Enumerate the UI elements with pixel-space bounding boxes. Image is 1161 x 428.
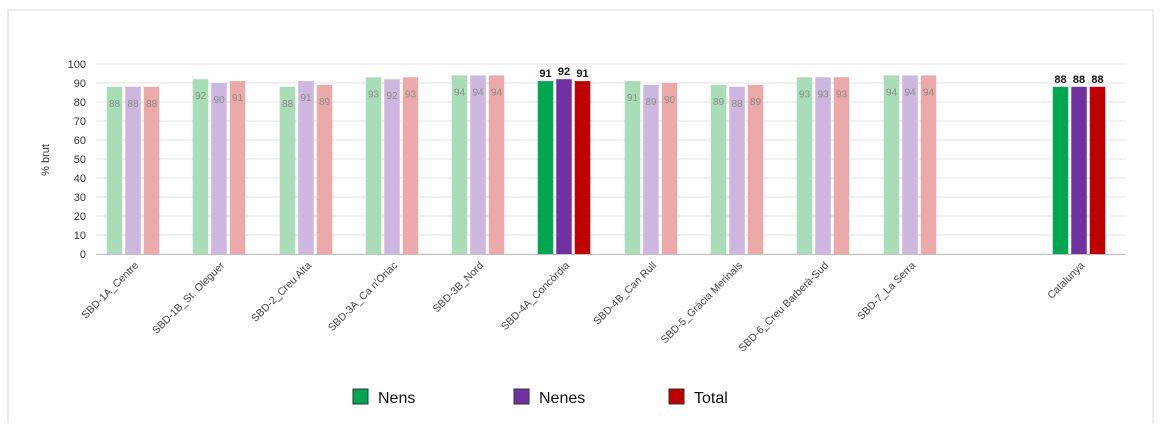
bar-nens bbox=[106, 86, 123, 254]
y-tick-label: 0 bbox=[80, 249, 86, 261]
bar-nens bbox=[710, 84, 727, 255]
data-labels: 88 88 88 92 90 91 88 91 89 93 92 93 94 94 94 91 92 91 91 89… bbox=[109, 66, 1104, 110]
bar-nens bbox=[1052, 86, 1069, 254]
bar-nenes bbox=[470, 75, 486, 255]
bar-nenes bbox=[729, 86, 745, 254]
y-tick-label: 60 bbox=[74, 135, 86, 147]
data-label: 92 bbox=[386, 91, 398, 102]
bar-total bbox=[661, 83, 678, 254]
data-label: 94 bbox=[454, 87, 466, 98]
bar-nenes bbox=[298, 81, 314, 254]
bar-nenes bbox=[125, 86, 141, 254]
y-tick-label: 100 bbox=[68, 59, 86, 71]
legend-swatch bbox=[352, 388, 369, 405]
data-label: 92 bbox=[195, 91, 207, 102]
data-label: 91 bbox=[627, 93, 639, 104]
y-axis-ticks: 0 10 20 30 40 50 60 70 80 90 100 bbox=[68, 59, 86, 261]
bar-total bbox=[574, 81, 591, 254]
data-label: 93 bbox=[817, 89, 829, 100]
bar-total bbox=[316, 84, 333, 255]
legend-label: Nens bbox=[378, 390, 415, 407]
bar-nenes bbox=[556, 79, 572, 254]
bar-total bbox=[143, 86, 160, 254]
legend-item-total: Total bbox=[668, 388, 728, 407]
bar-nens bbox=[279, 86, 296, 254]
bar-total bbox=[1089, 86, 1106, 254]
legend-swatch bbox=[513, 388, 530, 405]
bars bbox=[106, 75, 1106, 255]
data-label: 94 bbox=[472, 87, 484, 98]
bar-nenes bbox=[902, 75, 918, 255]
bar-total bbox=[229, 81, 246, 254]
legend-label: Total bbox=[694, 390, 728, 407]
bar-nenes bbox=[211, 83, 227, 254]
bar-nenes bbox=[1071, 86, 1087, 254]
legend-item-nens: Nens bbox=[352, 388, 415, 407]
y-axis-label: % brut bbox=[40, 144, 52, 176]
bar-nens bbox=[796, 77, 813, 254]
data-label: 88 bbox=[731, 99, 743, 110]
y-tick-label: 90 bbox=[74, 78, 86, 90]
y-tick-label: 70 bbox=[74, 116, 86, 128]
data-label: 94 bbox=[923, 87, 935, 98]
data-label: 94 bbox=[904, 87, 916, 98]
data-label: 91 bbox=[300, 93, 312, 104]
y-tick-label: 50 bbox=[74, 154, 86, 166]
data-label: 91 bbox=[576, 68, 588, 80]
data-label: 89 bbox=[750, 97, 762, 108]
bar-nenes bbox=[643, 84, 659, 255]
bar-nens bbox=[192, 79, 209, 254]
bar-nens bbox=[537, 81, 554, 254]
legend-swatch bbox=[668, 388, 685, 405]
data-label: 94 bbox=[886, 87, 898, 98]
data-label: 93 bbox=[405, 89, 417, 100]
legend-item-nenes: Nenes bbox=[513, 388, 585, 407]
data-label: 93 bbox=[836, 89, 848, 100]
bar-total bbox=[402, 77, 419, 254]
data-label: 90 bbox=[213, 95, 225, 106]
y-tick-label: 30 bbox=[74, 192, 86, 204]
bar-nenes bbox=[815, 77, 831, 254]
data-label: 89 bbox=[319, 97, 331, 108]
bar-total bbox=[488, 75, 505, 255]
bar-total bbox=[920, 75, 937, 255]
data-label: 92 bbox=[558, 66, 570, 78]
data-label: 93 bbox=[368, 89, 380, 100]
data-label: 90 bbox=[664, 95, 676, 106]
data-label: 88 bbox=[1054, 74, 1066, 86]
data-label: 88 bbox=[1073, 74, 1085, 86]
data-label: 88 bbox=[146, 99, 158, 110]
bar-nens bbox=[624, 81, 641, 254]
data-label: 91 bbox=[232, 93, 244, 104]
y-tick-label: 20 bbox=[74, 211, 86, 223]
bar-total bbox=[747, 84, 764, 255]
bar-total bbox=[833, 77, 850, 254]
bar-nens bbox=[451, 75, 468, 255]
legend-label: Nenes bbox=[539, 390, 585, 407]
data-label: 88 bbox=[1091, 74, 1103, 86]
data-label: 93 bbox=[799, 89, 811, 100]
data-label: 88 bbox=[282, 99, 294, 110]
y-tick-label: 80 bbox=[74, 97, 86, 109]
data-label: 94 bbox=[491, 87, 503, 98]
y-tick-label: 10 bbox=[74, 230, 86, 242]
data-label: 88 bbox=[127, 99, 139, 110]
legend: Nens Nenes Total bbox=[352, 388, 728, 407]
y-tick-label: 40 bbox=[74, 173, 86, 185]
data-label: 91 bbox=[539, 68, 551, 80]
data-label: 88 bbox=[109, 99, 121, 110]
data-label: 89 bbox=[645, 97, 657, 108]
data-label: 89 bbox=[713, 97, 725, 108]
bar-nenes bbox=[384, 79, 400, 254]
bar-nens bbox=[883, 75, 900, 255]
bar-nens bbox=[365, 77, 382, 254]
